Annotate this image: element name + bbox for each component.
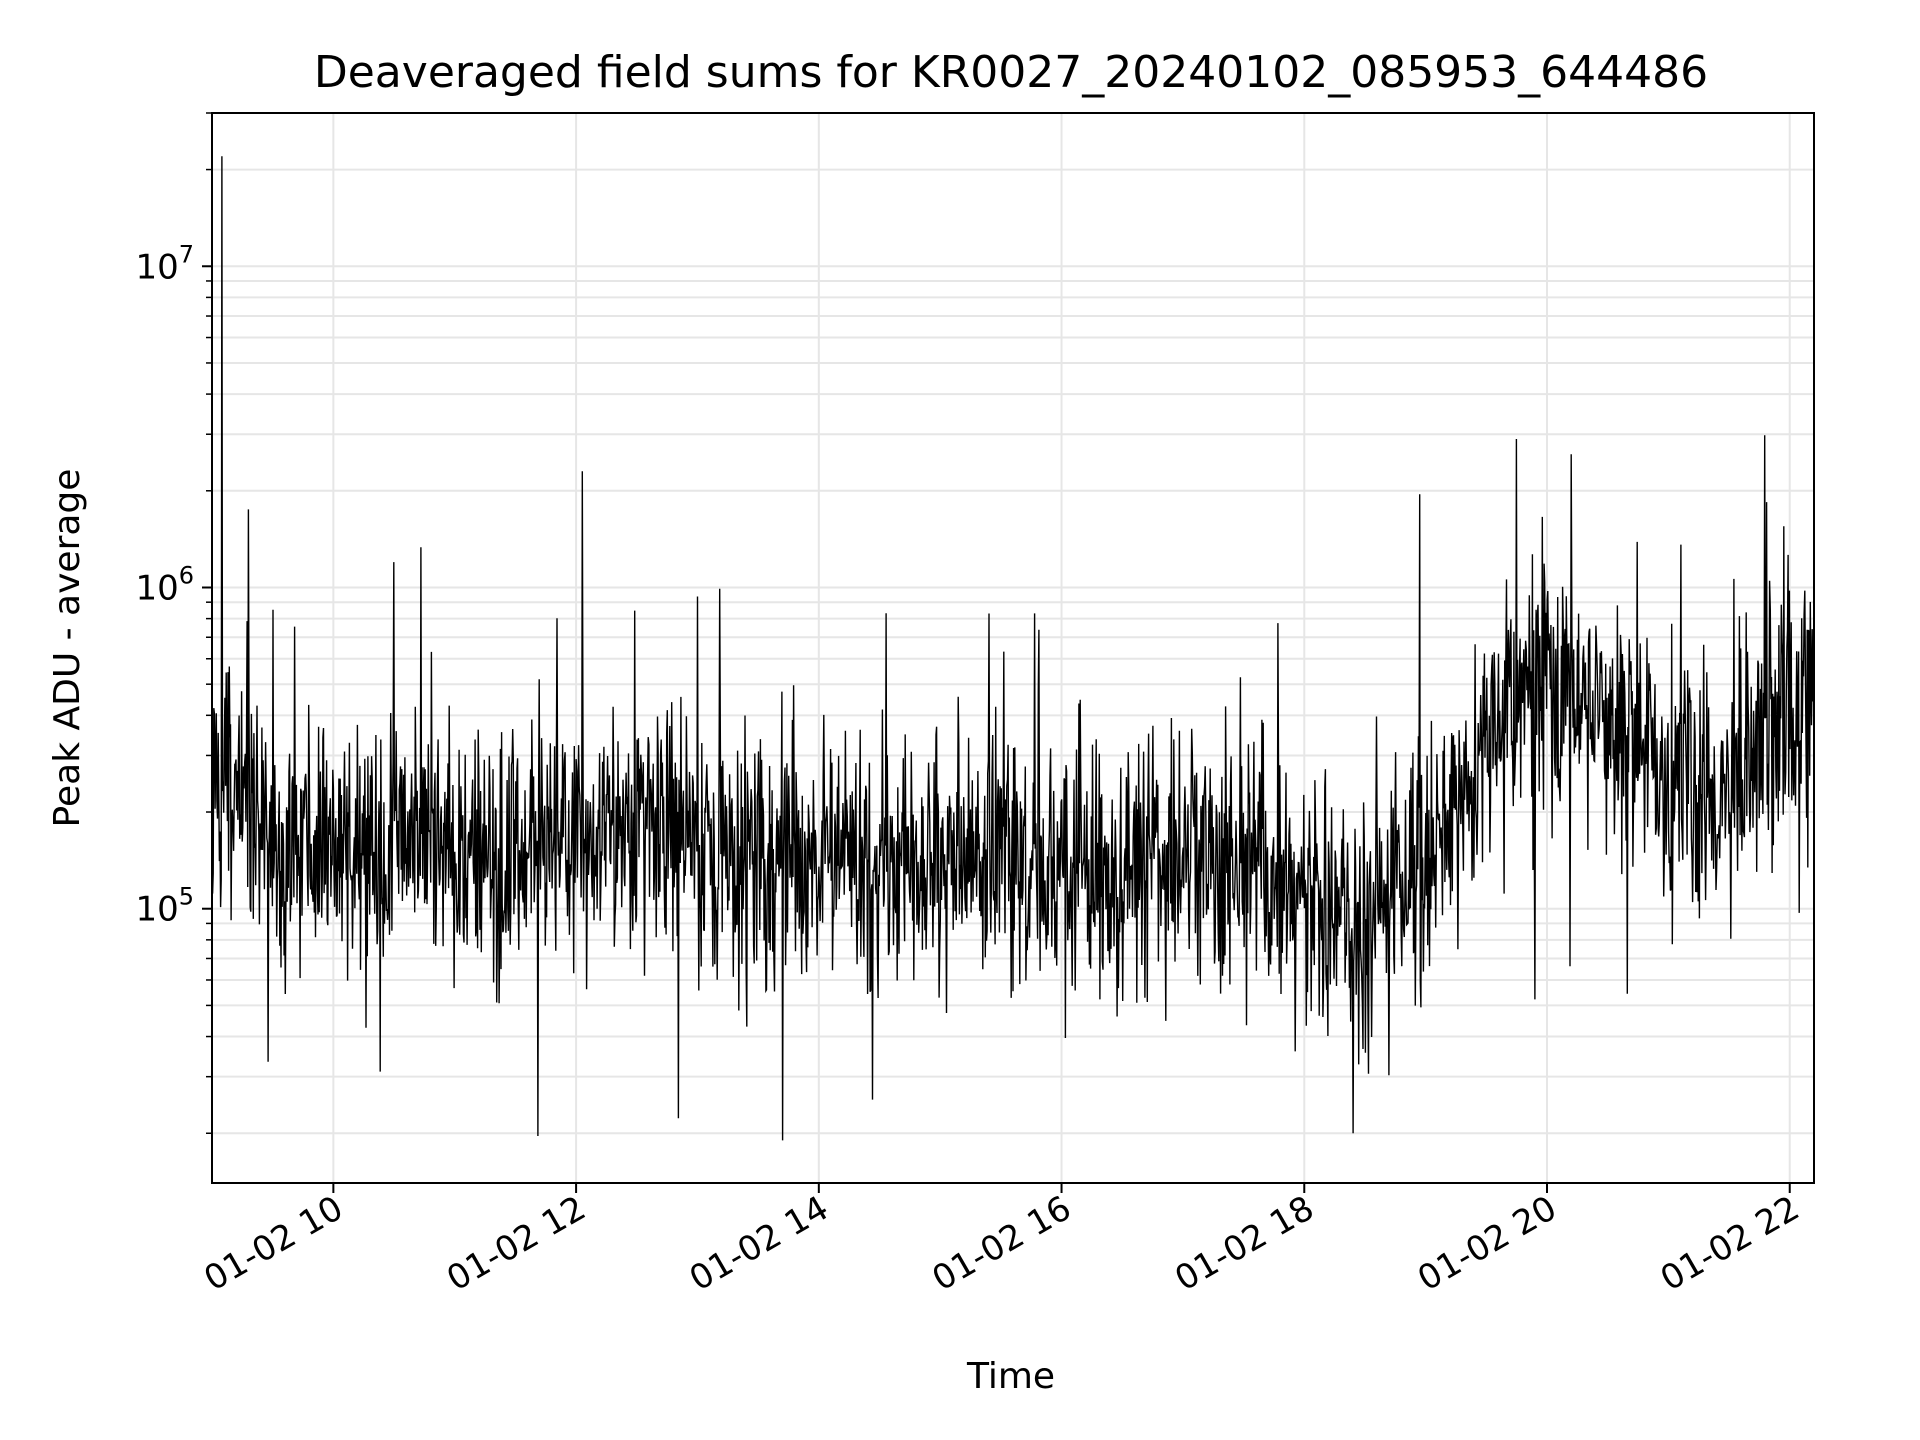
y-tick-label: 107	[135, 240, 194, 287]
plot-frame	[211, 112, 1815, 1184]
x-tick-label: 01-02 12	[440, 1188, 592, 1299]
series-line	[211, 156, 1815, 1141]
x-axis-label: Time	[966, 1356, 1055, 1397]
y-tick-base: 10	[135, 568, 178, 608]
y-tick-base: 10	[135, 890, 178, 930]
y-axis-label: Peak ADU - average	[47, 469, 88, 828]
y-tick-exp: 6	[179, 561, 194, 589]
x-tick-label: 01-02 14	[683, 1188, 835, 1299]
x-tick-label: 01-02 16	[926, 1188, 1078, 1299]
y-tick-label: 106	[135, 561, 194, 608]
y-tick-base: 10	[135, 247, 178, 287]
y-tick-label: 105	[135, 883, 194, 930]
x-tick-label: 01-02 10	[197, 1188, 349, 1299]
chart-title: Deaveraged field sums for KR0027_2024010…	[314, 47, 1708, 98]
y-tick-exp: 7	[179, 240, 194, 268]
x-axis: 01-02 10 01-02 12 01-02 14 01-02 16 01-02 18…	[197, 1183, 1806, 1299]
x-tick-label: 01-02 18	[1168, 1188, 1320, 1299]
x-tick-label: 01-02 20	[1411, 1188, 1563, 1299]
y-tick-exp: 5	[179, 883, 194, 911]
grid	[212, 112, 1814, 1183]
x-tick-label: 01-02 22	[1654, 1188, 1806, 1299]
